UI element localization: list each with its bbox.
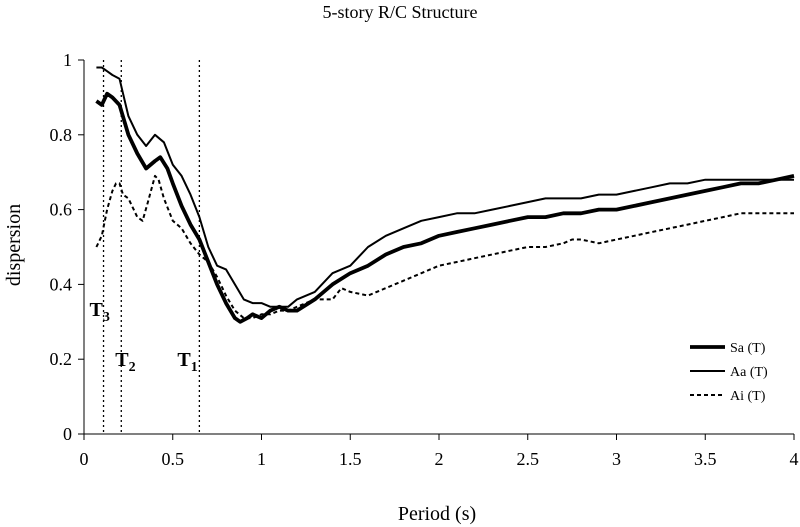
series-line-1 [95, 91, 795, 324]
y-tick-label: 0.8 [50, 125, 73, 145]
legend-label-3: Ai (T) [730, 389, 766, 404]
marker-label-T3: T3 [90, 299, 110, 325]
x-tick-label: 2 [435, 449, 444, 469]
tick-labels: 0 0.2 0.4 0.6 0.8 1 0 0.5 1 1.5 2 2.5 3 3.5 4 [50, 50, 799, 469]
legend-label-1: Sa (T) [730, 341, 766, 356]
y-tick-label: 0 [63, 424, 72, 444]
x-tick-label: 2.5 [517, 449, 540, 469]
marker-label-T1: T1 [177, 349, 197, 375]
legend: Sa (T) Aa (T) Ai (T) [685, 333, 783, 411]
marker-label-T2: T2 [115, 349, 135, 375]
axes [78, 59, 795, 440]
x-tick-label: 1 [257, 449, 266, 469]
x-tick-label: 1.5 [339, 449, 362, 469]
y-tick-label: 0.4 [50, 274, 73, 294]
x-tick-label: 0 [80, 449, 89, 469]
x-tick-label: 4 [790, 449, 799, 469]
y-axis-label: dispersion [3, 204, 25, 286]
legend-label-2: Aa (T) [730, 365, 768, 380]
series-line-2 [96, 66, 794, 308]
x-tick-label: 3 [612, 449, 621, 469]
x-tick-label: 0.5 [162, 449, 185, 469]
y-tick-label: 0.6 [50, 200, 73, 220]
chart-title: 5-story R/C Structure [323, 2, 478, 22]
series-lines [95, 66, 795, 324]
y-tick-label: 1 [63, 50, 72, 70]
y-tick-label: 0.2 [50, 349, 73, 369]
x-tick-label: 3.5 [694, 449, 717, 469]
x-axis-label: Period (s) [398, 503, 476, 525]
series-line-3 [95, 174, 794, 320]
